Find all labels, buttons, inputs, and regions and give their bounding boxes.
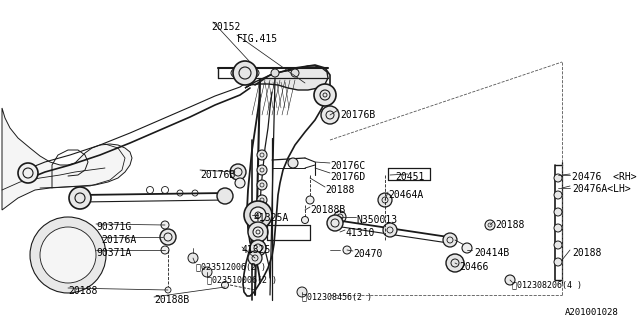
Circle shape (30, 217, 106, 293)
Circle shape (244, 201, 272, 229)
Circle shape (554, 258, 562, 266)
Circle shape (321, 106, 339, 124)
Circle shape (160, 229, 176, 245)
Text: 20470: 20470 (353, 249, 382, 259)
Circle shape (257, 165, 267, 175)
Circle shape (297, 287, 307, 297)
Text: 20188B: 20188B (154, 295, 189, 305)
Circle shape (462, 243, 472, 253)
Circle shape (248, 251, 262, 265)
Circle shape (271, 69, 279, 77)
Circle shape (327, 215, 343, 231)
Circle shape (235, 178, 245, 188)
Text: 20188: 20188 (325, 185, 355, 195)
Text: 20464A: 20464A (388, 190, 423, 200)
Circle shape (217, 188, 233, 204)
Text: 20451: 20451 (395, 172, 424, 182)
Circle shape (554, 208, 562, 216)
Circle shape (554, 191, 562, 199)
Text: 90371A: 90371A (96, 248, 131, 258)
Circle shape (257, 210, 267, 220)
Text: FIG.415: FIG.415 (237, 34, 278, 44)
Text: 20476  <RH>: 20476 <RH> (572, 172, 637, 182)
Circle shape (230, 164, 246, 180)
Text: 20414B: 20414B (474, 248, 509, 258)
Circle shape (40, 227, 96, 283)
Text: 20152: 20152 (211, 22, 241, 32)
Circle shape (554, 241, 562, 249)
Text: 20188: 20188 (68, 286, 97, 296)
Circle shape (443, 233, 457, 247)
Circle shape (257, 180, 267, 190)
Circle shape (505, 275, 515, 285)
Circle shape (343, 246, 351, 254)
Circle shape (69, 187, 91, 209)
Text: 41310: 41310 (345, 228, 374, 238)
Circle shape (161, 221, 169, 229)
Circle shape (378, 193, 392, 207)
Text: 20176B: 20176B (340, 110, 375, 120)
Circle shape (248, 222, 268, 242)
Text: Ⓑ012308456(2 ): Ⓑ012308456(2 ) (302, 292, 372, 301)
Circle shape (306, 196, 314, 204)
Circle shape (383, 223, 397, 237)
Circle shape (554, 174, 562, 182)
Text: 20176D: 20176D (330, 172, 365, 182)
Text: ⓝ023510006(2 ): ⓝ023510006(2 ) (207, 275, 277, 284)
Text: 20466: 20466 (459, 262, 488, 272)
Text: 41325A: 41325A (253, 213, 288, 223)
Circle shape (334, 211, 346, 223)
Circle shape (161, 246, 169, 254)
Text: 20188: 20188 (572, 248, 602, 258)
Circle shape (291, 69, 299, 77)
Circle shape (301, 217, 308, 223)
Text: 20176A: 20176A (101, 235, 136, 245)
Text: Ⓑ012308206(4 ): Ⓑ012308206(4 ) (512, 280, 582, 289)
Circle shape (231, 69, 239, 77)
Polygon shape (245, 66, 328, 90)
Text: N350013: N350013 (356, 215, 397, 225)
Circle shape (250, 207, 266, 223)
Circle shape (554, 224, 562, 232)
Circle shape (202, 267, 212, 277)
Text: 41325: 41325 (242, 245, 271, 255)
Circle shape (314, 84, 336, 106)
Circle shape (233, 61, 257, 85)
Text: 20176B: 20176B (200, 170, 236, 180)
Text: 20188: 20188 (495, 220, 524, 230)
Circle shape (257, 195, 267, 205)
Text: 20476A<LH>: 20476A<LH> (572, 184, 631, 194)
Circle shape (446, 254, 464, 272)
Circle shape (250, 240, 266, 256)
Text: 90371G: 90371G (96, 222, 131, 232)
Text: ⓝ023512006(2 ): ⓝ023512006(2 ) (196, 262, 266, 271)
Circle shape (288, 158, 298, 168)
Circle shape (165, 287, 171, 293)
Circle shape (257, 150, 267, 160)
Text: 20176C: 20176C (330, 161, 365, 171)
Circle shape (485, 220, 495, 230)
Circle shape (251, 69, 259, 77)
Text: 20188B: 20188B (310, 205, 345, 215)
Polygon shape (2, 108, 132, 210)
Circle shape (18, 163, 38, 183)
Text: A201001028: A201001028 (565, 308, 619, 317)
Circle shape (188, 253, 198, 263)
Circle shape (253, 227, 263, 237)
Circle shape (221, 282, 228, 289)
